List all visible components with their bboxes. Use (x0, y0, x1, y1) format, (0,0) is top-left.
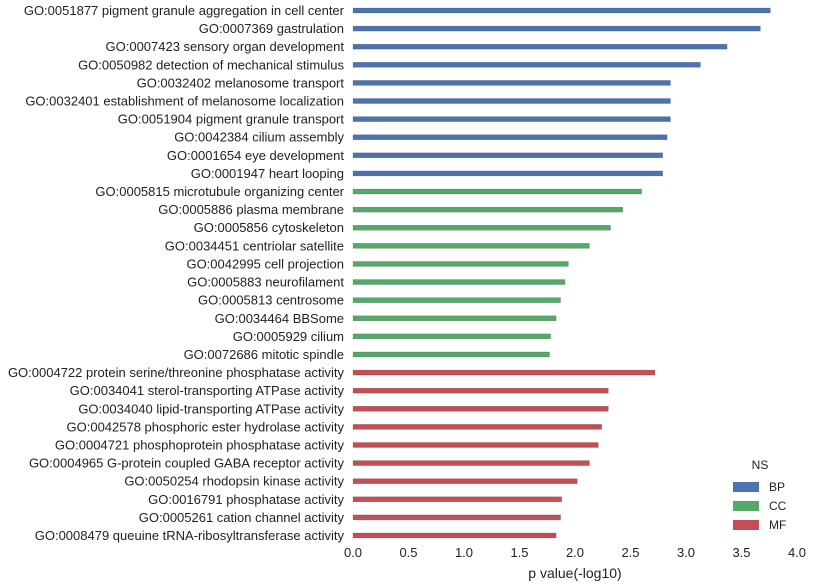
category-label: GO:0042578 phosphoric ester hydrolase ac… (67, 419, 345, 434)
bar (352, 206, 623, 213)
category-label: GO:0050982 detection of mechanical stimu… (78, 57, 344, 72)
bar (352, 297, 561, 303)
legend-label: CC (769, 499, 787, 513)
category-label: GO:0004721 phosphoprotein phosphatase ac… (55, 437, 345, 452)
category-label: GO:0034464 BBSome (215, 311, 344, 326)
category-label: GO:0016791 phosphatase activity (148, 492, 344, 507)
category-label: GO:0005856 cytoskeleton (194, 220, 344, 235)
category-label: GO:0072686 mitotic spindle (184, 347, 344, 362)
legend-label: BP (769, 480, 785, 494)
category-label: GO:0005261 cation channel activity (139, 510, 345, 525)
legend-swatch (733, 482, 759, 492)
x-tick-label: 1.0 (455, 545, 473, 560)
x-tick-label: 2.0 (566, 545, 584, 560)
bar (352, 243, 590, 249)
category-label: GO:0005883 neurofilament (187, 275, 344, 290)
bar (352, 152, 663, 159)
bar (352, 333, 551, 340)
bar (352, 460, 590, 466)
category-label: GO:0034041 sterol-transporting ATPase ac… (70, 383, 345, 398)
bar (352, 170, 663, 177)
category-label: GO:0034040 lipid-transporting ATPase act… (78, 401, 344, 416)
category-label: GO:0005929 cilium (233, 329, 344, 344)
bar (352, 406, 609, 412)
x-axis-title: p value(-log10) (528, 565, 621, 581)
legend-label: MF (769, 518, 786, 532)
category-label: GO:0007423 sensory organ development (106, 39, 345, 54)
bar (352, 188, 642, 195)
legend: NS BP CC MF (733, 458, 787, 532)
bar (352, 116, 671, 122)
bar (352, 532, 557, 539)
bar (352, 351, 550, 358)
bar (352, 80, 671, 86)
bar (352, 442, 599, 448)
category-label: GO:0050254 rhodopsin kinase activity (124, 474, 344, 489)
x-tick-label: 2.5 (621, 545, 639, 560)
category-label: GO:0007369 gastrulation (199, 21, 344, 36)
category-labels: GO:0051877 pigment granule aggregation i… (8, 3, 345, 543)
bar (352, 261, 569, 267)
category-label: GO:0001654 eye development (167, 148, 344, 163)
bar (352, 134, 668, 140)
x-tick-label: 0.0 (344, 545, 362, 560)
bar (352, 7, 771, 14)
category-label: GO:0008479 queuine tRNA-ribosyltransfera… (35, 528, 345, 543)
category-label: GO:0004965 G-protein coupled GABA recept… (29, 456, 345, 471)
category-label: GO:0042995 cell projection (186, 256, 344, 271)
x-tick-label: 1.5 (510, 545, 528, 560)
x-axis: 0.0 0.5 1.0 1.5 2.0 2.5 3.0 3.5 4.0 (344, 545, 806, 560)
bar (352, 496, 562, 503)
bar (352, 25, 761, 32)
x-tick-label: 0.5 (399, 545, 417, 560)
bar (352, 424, 602, 430)
category-label: GO:0042384 cilium assembly (174, 130, 344, 145)
category-label: GO:0005813 centrosome (198, 293, 344, 308)
category-label: GO:0001947 heart looping (191, 166, 344, 181)
bar (352, 224, 611, 231)
category-label: GO:0032402 melanosome transport (137, 75, 345, 90)
category-label: GO:0034451 centriolar satellite (165, 238, 344, 253)
bar (352, 43, 728, 50)
bars-layer (352, 7, 771, 539)
bar (352, 387, 609, 394)
category-label: GO:0004722 protein serine/threonine phos… (8, 365, 345, 380)
bar (352, 62, 701, 68)
bar (352, 369, 656, 376)
legend-swatch (733, 501, 759, 511)
bar (352, 98, 671, 104)
bar (352, 514, 561, 521)
x-tick-label: 4.0 (788, 545, 806, 560)
legend-swatch (733, 520, 759, 530)
category-label: GO:0005815 microtubule organizing center (95, 184, 344, 199)
category-label: GO:0051904 pigment granule transport (118, 112, 345, 127)
x-tick-label: 3.5 (732, 545, 750, 560)
bar (352, 315, 557, 322)
legend-title: NS (752, 458, 769, 472)
x-tick-label: 3.0 (677, 545, 695, 560)
bar (352, 478, 578, 484)
bar (352, 279, 566, 285)
category-label: GO:0032401 establishment of melanosome l… (25, 94, 344, 109)
category-label: GO:0051877 pigment granule aggregation i… (24, 3, 345, 18)
category-label: GO:0005886 plasma membrane (158, 202, 344, 217)
